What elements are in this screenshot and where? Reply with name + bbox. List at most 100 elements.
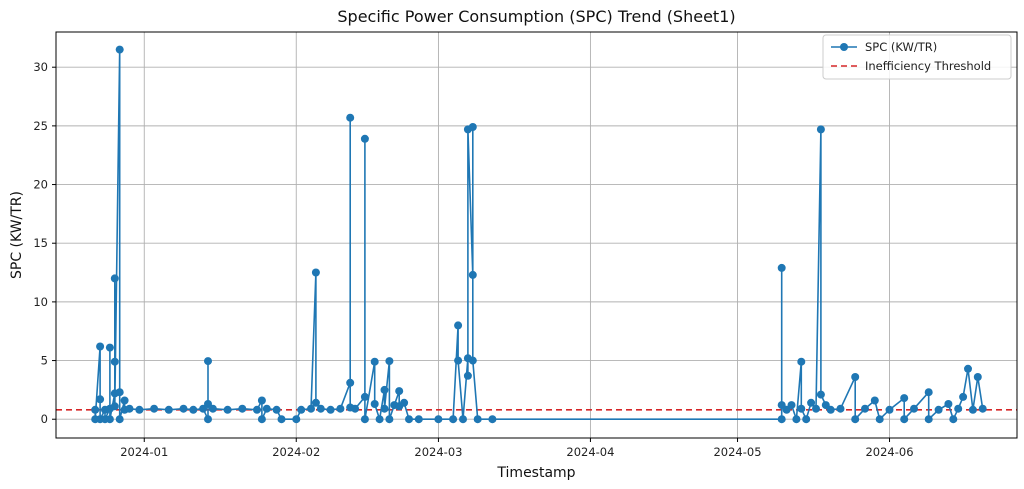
spc-data-point <box>164 405 173 414</box>
spc-data-point <box>204 357 212 366</box>
y-axis-label: SPC (KW/TR) <box>9 191 25 279</box>
spc-data-point <box>973 373 982 381</box>
spc-data-point <box>150 404 159 413</box>
spc-data-point <box>900 394 909 403</box>
spc-data-point <box>454 356 463 365</box>
spc-data-point <box>253 405 261 414</box>
spc-data-point <box>885 405 894 414</box>
spc-data-point <box>370 400 379 408</box>
spc-data-point <box>204 415 212 424</box>
legend-series-marker <box>840 43 848 51</box>
x-tick-label: 2024-01 <box>120 445 168 459</box>
spc-data-point <box>360 134 369 143</box>
x-tick-label: 2024-06 <box>865 445 913 459</box>
spc-data-point <box>380 404 389 413</box>
spc-data-point <box>797 357 806 366</box>
spc-data-point <box>875 415 884 424</box>
spc-data-point <box>189 405 198 414</box>
spc-data-point <box>777 263 786 272</box>
spc-data-point <box>434 415 443 424</box>
spc-data-point <box>454 321 463 330</box>
spc-data-point <box>370 357 379 366</box>
spc-data-point <box>115 45 124 54</box>
spc-data-point <box>208 404 217 413</box>
spc-data-point <box>120 396 129 405</box>
spc-data-point <box>257 396 266 405</box>
legend-box <box>822 34 1012 80</box>
spc-data-point <box>105 343 114 352</box>
y-tick-label: 10 <box>33 295 48 309</box>
spc-data-point <box>110 402 119 411</box>
legend: SPC (KW/TR) Inefficiency Threshold <box>822 34 1012 80</box>
spc-data-point <box>787 401 796 410</box>
spc-data-point <box>792 415 801 424</box>
spc-data-point <box>336 404 345 413</box>
series-group <box>91 45 987 424</box>
spc-data-point <box>326 405 335 414</box>
spc-data-point <box>978 404 987 413</box>
spc-data-point <box>949 415 958 424</box>
chart-title: Specific Power Consumption (SPC) Trend (… <box>337 7 735 26</box>
spc-data-point <box>797 404 806 413</box>
spc-data-point <box>96 395 105 404</box>
spc-data-point <box>105 415 114 424</box>
spc-data-point <box>110 357 119 366</box>
grid <box>56 32 1017 438</box>
spc-data-point <box>910 404 918 413</box>
spc-data-point <box>964 364 972 373</box>
spc-data-point <box>115 415 124 424</box>
spc-series-line <box>94 48 984 421</box>
spc-data-point <box>115 388 124 397</box>
spc-data-point <box>395 387 404 396</box>
spc-data-point <box>405 415 413 424</box>
spc-data-point <box>851 373 860 381</box>
spc-data-point <box>861 404 869 413</box>
y-axis: 0 5 10 15 20 25 30 <box>33 60 56 426</box>
spc-data-point <box>468 270 477 279</box>
y-tick-label: 5 <box>41 354 48 368</box>
spc-data-point <box>360 415 369 424</box>
spc-data-point <box>257 415 266 424</box>
plot-frame <box>55 31 1018 439</box>
spc-data-point <box>473 415 482 424</box>
spc-data-point <box>380 385 389 394</box>
spc-data-point <box>924 415 933 424</box>
spc-data-point <box>944 400 953 408</box>
spc-data-point <box>463 371 472 380</box>
spc-data-point <box>262 404 271 413</box>
spc-data-point <box>924 388 933 397</box>
spc-data-point <box>816 125 825 134</box>
spc-data-point <box>125 404 134 413</box>
spc-data-point <box>488 415 497 424</box>
spc-data-point <box>311 268 320 277</box>
spc-data-point <box>297 405 306 414</box>
spc-data-point <box>307 404 315 413</box>
spc-data-point <box>459 415 467 424</box>
spc-data-point <box>346 378 355 387</box>
spc-data-point <box>272 405 281 414</box>
spc-data-point <box>385 415 394 424</box>
x-tick-label: 2024-02 <box>272 445 320 459</box>
legend-series-label: SPC (KW/TR) <box>865 40 937 54</box>
spc-data-point <box>968 405 977 414</box>
x-axis-label: Timestamp <box>496 465 575 481</box>
spc-data-point <box>807 398 816 407</box>
spc-data-point <box>400 398 409 407</box>
y-tick-label: 25 <box>33 119 48 133</box>
spc-data-point <box>311 398 320 407</box>
spc-data-point <box>179 404 188 413</box>
spc-data-point <box>385 357 394 366</box>
y-tick-label: 15 <box>33 236 48 250</box>
spc-data-point <box>316 404 325 413</box>
spc-data-point <box>135 405 144 414</box>
spc-data-point <box>223 405 232 414</box>
spc-data-point <box>468 356 477 365</box>
spc-data-point <box>110 274 119 283</box>
spc-data-point <box>292 415 301 424</box>
spc-data-point <box>959 392 968 401</box>
spc-data-point <box>96 342 105 351</box>
spc-data-point <box>812 404 820 413</box>
spc-data-point <box>777 415 786 424</box>
legend-threshold-label: Inefficiency Threshold <box>865 59 991 73</box>
spc-data-point <box>91 405 100 414</box>
